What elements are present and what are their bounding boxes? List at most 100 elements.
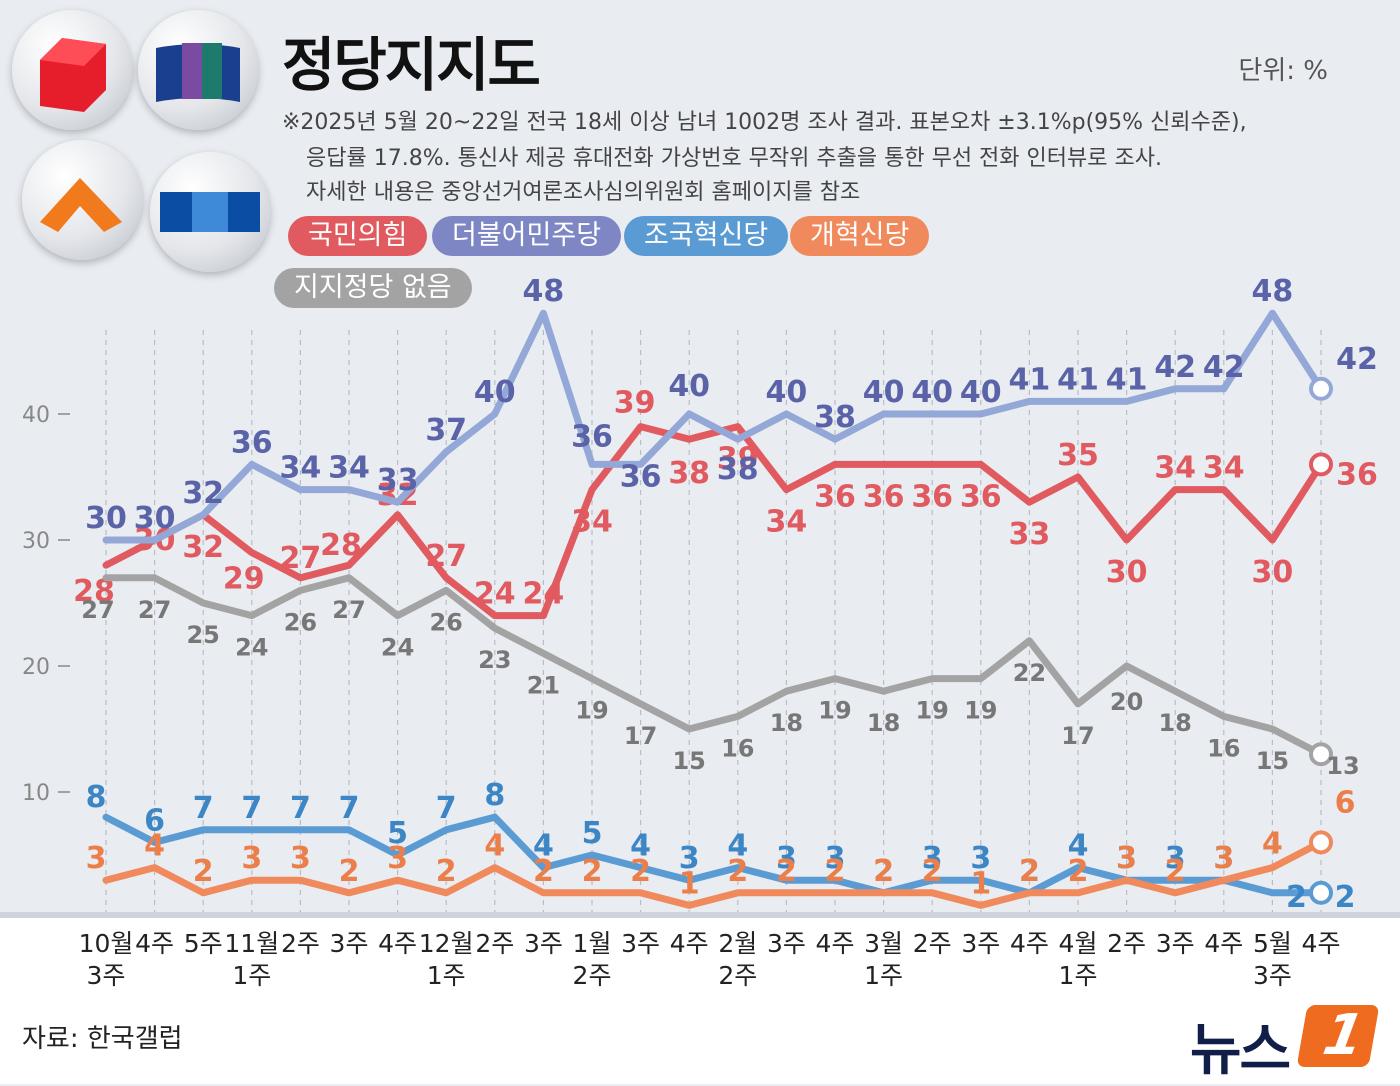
data-label: 13 bbox=[1326, 752, 1359, 780]
data-label: 3 bbox=[1116, 841, 1137, 876]
data-label: 42 bbox=[1154, 350, 1196, 385]
data-label: 2 bbox=[825, 854, 846, 889]
data-label: 34 bbox=[1154, 451, 1196, 486]
data-label: 8 bbox=[86, 780, 107, 815]
x-tick-label: 12월 bbox=[419, 929, 474, 958]
x-tick-label: 11월 bbox=[224, 929, 279, 958]
series-line bbox=[102, 574, 1325, 758]
data-label: 40 bbox=[474, 375, 516, 410]
data-label: 36 bbox=[620, 459, 662, 494]
survey-note-line-1: ※2025년 5월 20~22일 전국 18세 이상 남녀 1002명 조사 결… bbox=[282, 110, 1247, 135]
data-label: 2 bbox=[1286, 880, 1307, 915]
data-label: 1 bbox=[679, 866, 700, 901]
data-label: 3 bbox=[1165, 841, 1186, 876]
data-label: 3 bbox=[970, 841, 991, 876]
page-title: 정당지지도 bbox=[282, 31, 541, 99]
legend-democratic: 더불어민주당 bbox=[432, 216, 622, 256]
data-label: 41 bbox=[1009, 362, 1051, 397]
data-label: 34 bbox=[571, 505, 613, 540]
data-label: 40 bbox=[863, 375, 905, 410]
rebuilding-korea-party-logo bbox=[150, 152, 270, 272]
data-label: 19 bbox=[964, 697, 997, 725]
x-tick-label: 4주 bbox=[135, 929, 174, 958]
x-tick-label: 3주 bbox=[524, 929, 563, 958]
data-label: 3 bbox=[1213, 841, 1234, 876]
data-label: 48 bbox=[1252, 274, 1294, 309]
y-tick-label: 30 bbox=[22, 529, 50, 554]
data-label: 36 bbox=[231, 425, 273, 460]
data-label: 26 bbox=[284, 608, 317, 636]
ppp-party-logo-icon bbox=[40, 38, 106, 112]
series-endpoint bbox=[1309, 376, 1333, 401]
data-label: 32 bbox=[182, 476, 224, 511]
data-label: 6 bbox=[1335, 785, 1356, 820]
x-tick-label: 4주 bbox=[1204, 929, 1243, 958]
x-tick-label: 5주 bbox=[184, 929, 223, 958]
x-tick-label: 1주 bbox=[427, 961, 466, 990]
data-label: 2 bbox=[630, 854, 651, 889]
data-label: 18 bbox=[770, 709, 803, 737]
data-label: 17 bbox=[624, 722, 657, 750]
y-tick-label: 10 bbox=[22, 781, 50, 806]
data-label: 7 bbox=[290, 791, 311, 826]
legend-ppp: 국민의힘 bbox=[288, 216, 428, 256]
brand-logo-mark: 1 bbox=[1296, 1003, 1380, 1068]
x-axis-shadow bbox=[0, 912, 1400, 918]
data-label: 40 bbox=[668, 369, 710, 404]
data-label: 2 bbox=[1335, 880, 1356, 915]
data-label: 40 bbox=[911, 375, 953, 410]
x-tick-label: 3주 bbox=[87, 961, 126, 990]
data-label: 19 bbox=[575, 697, 608, 725]
data-label: 30 bbox=[85, 501, 127, 536]
data-label: 19 bbox=[915, 697, 948, 725]
brand-logo-mark-text: 1 bbox=[1318, 1003, 1369, 1068]
reform-party-logo-icon bbox=[40, 178, 122, 232]
data-label: 27 bbox=[81, 596, 114, 624]
data-label: 3 bbox=[387, 841, 408, 876]
data-label: 21 bbox=[527, 671, 560, 699]
data-label: 27 bbox=[332, 596, 365, 624]
x-axis-band bbox=[0, 916, 1400, 1084]
x-tick-label: 3주 bbox=[961, 929, 1000, 958]
data-label: 15 bbox=[1256, 747, 1289, 775]
data-label: 33 bbox=[1009, 517, 1051, 552]
x-tick-label: 1주 bbox=[864, 961, 903, 990]
data-label: 18 bbox=[1158, 709, 1191, 737]
data-label: 41 bbox=[1106, 362, 1148, 397]
series-endpoint bbox=[1309, 742, 1333, 767]
data-label: 4 bbox=[1068, 829, 1089, 864]
x-tick-label: 5월 bbox=[1253, 929, 1292, 958]
data-label: 7 bbox=[436, 791, 457, 826]
reform-party-logo bbox=[22, 140, 142, 260]
data-label: 22 bbox=[1013, 659, 1046, 687]
data-label: 5 bbox=[387, 816, 408, 851]
series-line bbox=[102, 423, 1325, 620]
data-label: 25 bbox=[186, 621, 219, 649]
x-tick-label: 2주 bbox=[1107, 929, 1146, 958]
series-endpoint bbox=[1309, 830, 1333, 855]
data-label: 16 bbox=[1207, 734, 1240, 762]
data-label: 3 bbox=[679, 841, 700, 876]
data-label: 36 bbox=[863, 479, 905, 514]
y-tick-label: 20 bbox=[22, 655, 50, 680]
data-label: 3 bbox=[86, 841, 107, 876]
legend-reform: 개혁신당 bbox=[790, 216, 930, 256]
x-tick-label: 3주 bbox=[1253, 961, 1292, 990]
data-label: 20 bbox=[1110, 688, 1143, 716]
data-label: 36 bbox=[571, 419, 613, 454]
data-label: 2 bbox=[1019, 854, 1040, 889]
data-label: 40 bbox=[766, 375, 808, 410]
data-label: 26 bbox=[429, 608, 462, 636]
data-label: 2 bbox=[339, 854, 360, 889]
series-endpoint bbox=[1309, 880, 1333, 905]
unit-label: 단위: % bbox=[1238, 56, 1328, 86]
data-label: 4 bbox=[144, 829, 165, 864]
data-label: 34 bbox=[766, 505, 808, 540]
data-label: 2 bbox=[436, 854, 457, 889]
data-label: 6 bbox=[144, 803, 165, 838]
x-tick-label: 1월 bbox=[573, 929, 612, 958]
data-label: 30 bbox=[1252, 555, 1294, 590]
data-label: 1 bbox=[970, 866, 991, 901]
brand-logo-text: 뉴스 bbox=[1190, 1018, 1291, 1083]
data-label: 4 bbox=[484, 829, 505, 864]
